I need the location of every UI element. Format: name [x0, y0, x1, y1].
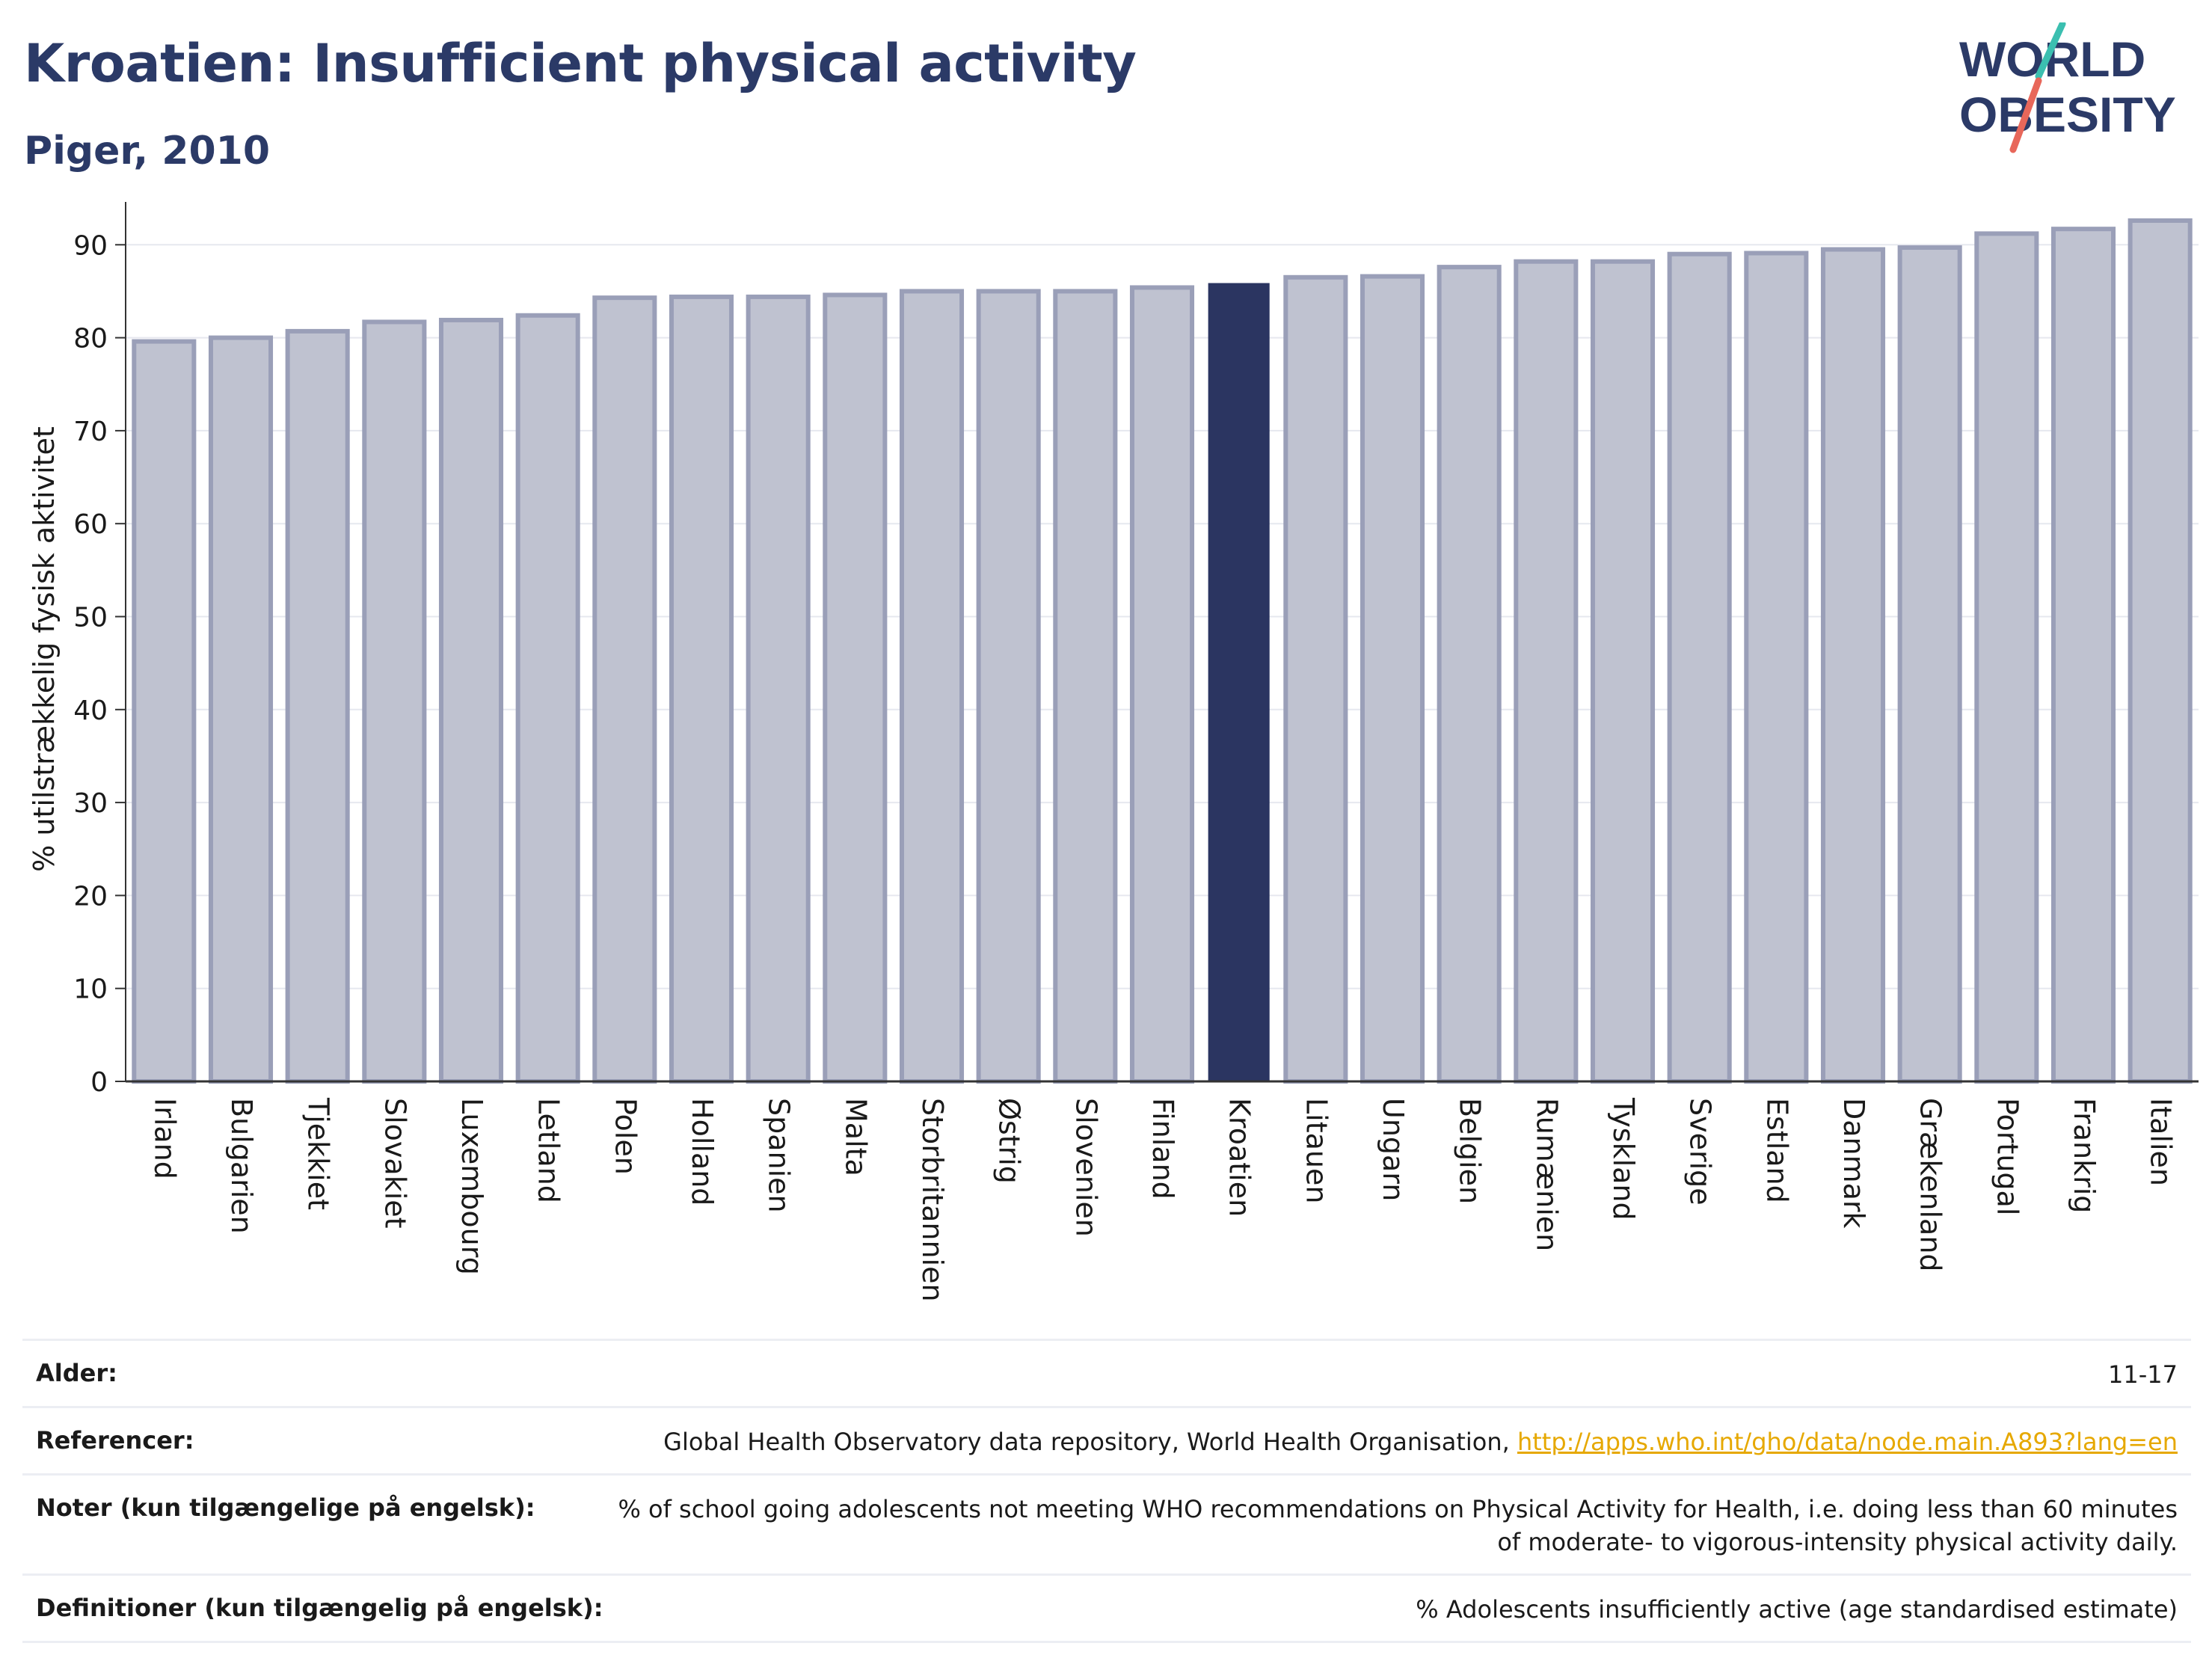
bar-highlighted — [1208, 283, 1270, 1082]
bar — [1283, 274, 1348, 1084]
meta-row-notes: Noter (kun tilgængelige på engelsk): % o… — [22, 1473, 2191, 1573]
x-tick-label: Tyskland — [1607, 1097, 1640, 1220]
bar — [899, 289, 965, 1084]
bar — [1053, 289, 1118, 1084]
x-tick-label: Østrig — [993, 1098, 1026, 1184]
references-label: Referencer: — [36, 1426, 194, 1455]
bar — [1437, 265, 1502, 1084]
x-tick-label: Litauen — [1300, 1098, 1333, 1203]
x-tick-label: Luxembourg — [455, 1098, 488, 1275]
y-tick-label: 10 — [73, 974, 108, 1005]
y-axis-label: % utilstrækkelig fysisk aktivitet — [28, 426, 61, 872]
x-tick-label: Sverige — [1684, 1098, 1717, 1206]
x-tick-label: Danmark — [1837, 1098, 1870, 1229]
x-tick-label: Slovenien — [1069, 1098, 1102, 1237]
page-subtitle: Piger, 2010 — [24, 129, 271, 174]
y-tick-label: 0 — [90, 1067, 108, 1098]
page-title: Kroatien: Insufficient physical activity — [24, 33, 1137, 94]
notes-label: Noter (kun tilgængelige på engelsk): — [36, 1493, 535, 1523]
x-tick-labels: Irland Bulgarien Tjekkiet Slovakiet Luxembou… — [148, 1097, 2177, 1302]
x-tick-label: Spanien — [763, 1098, 796, 1213]
y-tick-label: 30 — [73, 788, 108, 819]
y-tick-label: 20 — [73, 881, 108, 912]
bar — [1744, 251, 1809, 1084]
bar-chart: 0 10 20 30 40 50 60 70 80 90 Irland Bulgarien Tjekk… — [28, 202, 2199, 1302]
logo-line2: OBESITY — [1959, 87, 2176, 142]
y-tick-label: 50 — [73, 602, 108, 633]
x-tick-label: Grækenland — [1914, 1098, 1947, 1272]
x-tick-label: Tjekkiet — [302, 1097, 335, 1210]
x-tick-label: Irland — [148, 1098, 181, 1179]
bar — [1360, 274, 1425, 1084]
bar — [208, 335, 274, 1084]
references-text: Global Health Observatory data repositor… — [663, 1428, 1510, 1457]
definitions-value: % Adolescents insufficiently active (age… — [1416, 1594, 2178, 1624]
bar — [669, 294, 734, 1084]
x-tick-label: Holland — [686, 1098, 719, 1206]
meta-row-references: Referencer: Global Health Observatory da… — [22, 1406, 2191, 1473]
bar — [1590, 259, 1656, 1084]
world-obesity-logo: WORLD OBESITY — [1959, 22, 2176, 153]
bar — [1514, 259, 1579, 1084]
y-tick-label: 40 — [73, 696, 108, 726]
bars — [132, 218, 2193, 1084]
x-tick-label: Polen — [609, 1098, 642, 1175]
bar — [362, 319, 427, 1084]
logo-slash-teal — [2035, 22, 2066, 80]
x-tick-label: Rumænien — [1530, 1098, 1563, 1251]
x-tick-label: Finland — [1146, 1098, 1179, 1200]
axes — [125, 202, 2199, 1083]
x-tick-label: Estland — [1760, 1098, 1793, 1203]
y-tick-labels: 0 10 20 30 40 50 60 70 80 90 — [73, 230, 126, 1098]
x-tick-label: Slovakiet — [378, 1098, 411, 1229]
y-tick-label: 80 — [73, 324, 108, 354]
references-link[interactable]: http://apps.who.int/gho/data/node.main.A… — [1517, 1428, 2178, 1457]
x-tick-label: Malta — [839, 1098, 872, 1176]
notes-value: % of school going adolescents not meetin… — [618, 1495, 2178, 1556]
bar — [823, 292, 888, 1084]
bar — [1820, 247, 1886, 1084]
bar — [1667, 251, 1732, 1084]
meta-row-age: Alder: 11-17 — [22, 1339, 2191, 1406]
bar — [592, 295, 657, 1084]
bar — [438, 317, 504, 1084]
age-label: Alder: — [36, 1359, 117, 1387]
x-tick-label: Storbritannien — [916, 1098, 949, 1302]
definitions-label: Definitioner (kun tilgængelig på engelsk… — [36, 1593, 603, 1622]
logo-slash-coral — [2009, 77, 2042, 153]
references-value: Global Health Observatory data repositor… — [663, 1426, 2178, 1458]
bar — [746, 294, 811, 1084]
x-tick-label: Frankrig — [2068, 1098, 2101, 1213]
bar — [285, 328, 350, 1084]
age-value: 11-17 — [2108, 1360, 2178, 1389]
y-tick-label: 90 — [73, 230, 108, 261]
bar — [515, 313, 580, 1084]
y-tick-label: 60 — [73, 509, 108, 540]
x-tick-label: Portugal — [1991, 1098, 2024, 1215]
y-tick-label: 70 — [73, 417, 108, 447]
metadata-table: Alder: 11-17 Referencer: Global Health O… — [22, 1339, 2191, 1643]
x-tick-label: Belgien — [1454, 1098, 1487, 1204]
x-tick-label: Ungarn — [1377, 1098, 1410, 1201]
bar — [976, 289, 1041, 1084]
x-tick-label: Italien — [2145, 1098, 2178, 1186]
bar — [132, 339, 197, 1084]
bar — [1974, 231, 2039, 1084]
x-tick-label: Bulgarien — [225, 1098, 258, 1234]
bar — [1897, 245, 1962, 1084]
bar — [2127, 218, 2193, 1084]
bar — [2050, 227, 2116, 1084]
bar — [1129, 285, 1195, 1084]
x-tick-label: Kroatien — [1223, 1098, 1256, 1217]
x-tick-label: Letland — [532, 1098, 565, 1203]
meta-row-definitions: Definitioner (kun tilgængelig på engelsk… — [22, 1573, 2191, 1643]
